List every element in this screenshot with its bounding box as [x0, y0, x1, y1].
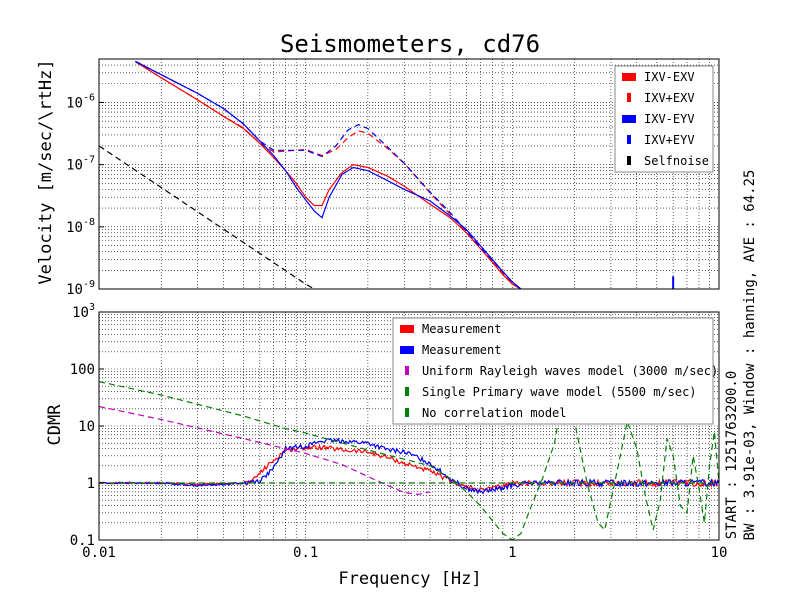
legend: Measurement Measurement Uniform Rayleigh w…	[392, 317, 718, 425]
x-tick-label: 0.1	[293, 545, 318, 561]
y-tick-label: 0.1	[70, 533, 95, 549]
y-tick-label: 10	[78, 419, 95, 435]
series-line-measurement	[99, 443, 719, 493]
y-tick-label: 103	[72, 302, 95, 321]
legend-swatch	[622, 115, 636, 123]
legend: IXV-EXV IXV+EXV IXV-EYV IXV+EYV Selfnoise	[614, 65, 714, 173]
y-tick-label: 100	[70, 362, 95, 378]
plot-frame	[98, 58, 720, 290]
y-tick-label: 10-9	[66, 279, 95, 298]
series-line-ixv-exv	[135, 61, 522, 289]
legend-label: Measurement	[422, 322, 501, 336]
legend-label: Measurement	[422, 343, 501, 357]
frequency-axis-label: Frequency [Hz]	[338, 569, 481, 589]
legend-swatch	[400, 325, 414, 333]
side-info-start: START : 1251763200.0	[724, 371, 740, 540]
legend-label: IXV+EYV	[644, 133, 695, 147]
series-line-single-primary-wave-model-5500-m-sec	[99, 381, 719, 540]
cdmr-axis-label: CDMR	[45, 404, 65, 446]
legend-swatch	[405, 387, 409, 396]
x-tick-label: 1	[508, 545, 516, 561]
legend-label: No correlation model	[422, 406, 567, 420]
series-line-uniform-rayleigh-waves-model-3000-m-sec	[99, 405, 431, 496]
legend-swatch	[405, 408, 409, 417]
legend-swatch	[405, 366, 409, 375]
y-tick-label: 1	[87, 476, 95, 492]
series-line-ixv-eyv	[135, 60, 522, 289]
side-info-bandwidth: BW : 3.91e-03, Window : hanning, AVE : 6…	[742, 170, 758, 541]
legend-label: Selfnoise	[644, 154, 709, 168]
legend-swatch	[400, 346, 414, 354]
y-tick-label: 10-7	[66, 155, 95, 174]
legend-swatch	[627, 93, 631, 102]
legend-box	[392, 317, 714, 425]
x-tick-label: 0.01	[82, 545, 116, 561]
legend-swatch	[622, 73, 636, 81]
series-line-selfnoise	[99, 145, 315, 289]
x-tick-label: 10	[711, 545, 728, 561]
series-line-ixv-eyv	[135, 60, 522, 289]
velocity-panel: 10-610-710-810-9IXV-EXVIXV+EXVIXV-EYVIXV…	[66, 58, 720, 298]
legend-label: IXV+EXV	[644, 91, 695, 105]
y-tick-label: 10-6	[66, 92, 95, 111]
y-tick-label: 10-8	[66, 217, 95, 236]
legend-label: IXV-EYV	[644, 112, 695, 126]
figure-title: Seismometers, cd76	[280, 30, 540, 58]
legend-swatch	[627, 135, 631, 144]
legend-label: Single Primary wave model (5500 m/sec)	[422, 385, 697, 399]
velocity-axis-label: Velocity [m/sec/\rtHz]	[36, 59, 56, 284]
legend-swatch	[627, 156, 631, 165]
series-line-ixv-exv	[135, 61, 522, 289]
legend-label: IXV-EXV	[644, 70, 695, 84]
legend-label: Uniform Rayleigh waves model (3000 m/sec…	[422, 364, 718, 378]
